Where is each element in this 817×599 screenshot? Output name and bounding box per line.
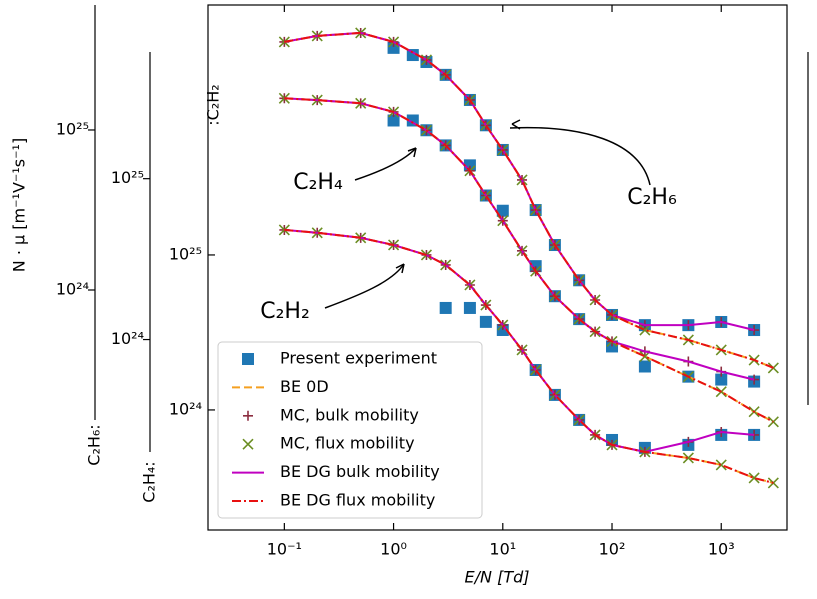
y-axis-label: C₂H₄: — [140, 461, 159, 502]
x-tick-label: 10¹ — [489, 540, 516, 559]
arrow — [354, 147, 417, 181]
x-tick-label: 10² — [599, 540, 626, 559]
legend-label: MC, bulk mobility — [280, 405, 419, 424]
annotation-arrows — [324, 119, 651, 309]
x-tick-label: 10⁻¹ — [267, 540, 302, 559]
data-point — [682, 452, 694, 464]
data-line — [284, 97, 755, 381]
data-point — [496, 204, 509, 217]
legend: Present experiment BE 0D MC, bulk mobility… — [217, 341, 483, 519]
annotation: C₂H₂ — [260, 299, 310, 324]
data-point — [463, 301, 476, 314]
legend-label: BE DG flux mobility — [280, 491, 435, 510]
x-tick-label: 10³ — [708, 540, 735, 559]
y-axis-title: N · μ [m⁻¹V⁻¹s⁻¹] — [10, 138, 29, 272]
data-point — [748, 472, 760, 484]
legend-label: BE 0D — [280, 377, 329, 396]
data-point — [406, 49, 419, 62]
y-axis-label: C₂H₆: — [85, 424, 104, 465]
data-point — [479, 315, 492, 328]
legend-label: Present experiment — [280, 349, 437, 368]
y-tick-label: 10²⁴ — [111, 329, 144, 348]
legend-symbol — [242, 438, 254, 450]
data-line — [284, 228, 774, 484]
data-point — [439, 301, 452, 314]
data-point — [387, 114, 400, 127]
x-axis-title: E/N [Td] — [465, 568, 530, 587]
legend-box — [217, 341, 483, 519]
x-tick-label: 10⁰ — [380, 540, 407, 559]
legend-label: BE DG bulk mobility — [280, 462, 440, 481]
y-axis-label: :C₂H₂ — [204, 84, 223, 125]
data-point — [639, 324, 651, 336]
y-tick-label: 10²⁵ — [111, 168, 144, 187]
arrow-head — [395, 263, 405, 274]
data-point — [715, 373, 728, 386]
arrow — [324, 263, 405, 309]
arrow — [509, 126, 651, 186]
y-tick-label: 10²⁵ — [56, 119, 89, 138]
data-line — [284, 31, 774, 369]
annotation: C₂H₆ — [627, 185, 677, 210]
legend-symbol — [243, 410, 253, 421]
annotation: C₂H₄ — [293, 170, 343, 195]
y-tick-label: 10²⁴ — [169, 399, 202, 418]
data-line — [284, 31, 755, 331]
data-point — [638, 360, 651, 373]
data-line — [284, 31, 774, 369]
data-point — [715, 459, 727, 471]
arrow-head — [511, 119, 521, 130]
legend-label: MC, flux mobility — [280, 434, 415, 453]
y-tick-label: 10²⁵ — [169, 244, 202, 263]
plot-frame — [207, 4, 788, 531]
legend-symbol — [242, 353, 254, 365]
y-tick-label: 10²⁴ — [56, 279, 89, 298]
arrow-head — [407, 147, 417, 158]
